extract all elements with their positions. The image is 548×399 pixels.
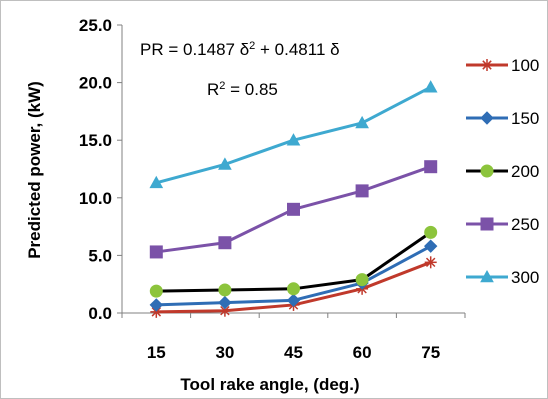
r2-prefix: R — [207, 80, 219, 99]
equation-exponent: 2 — [249, 40, 255, 52]
y-tick-label: 0.0 — [88, 304, 112, 323]
y-tick-label: 20.0 — [79, 74, 112, 93]
data-point-300 — [149, 175, 164, 189]
data-point-150 — [423, 239, 438, 253]
series-200 — [149, 225, 438, 298]
x-tick-label: 45 — [284, 343, 303, 362]
x-ticks: 15 30 45 60 75 — [121, 313, 466, 362]
data-point-250 — [149, 245, 163, 259]
legend-label: 150 — [511, 109, 539, 128]
legend-item-250: 250 — [466, 215, 539, 234]
legend: 100 150 200 250 300 — [466, 56, 539, 287]
x-tick-label: 75 — [421, 343, 440, 362]
legend-marker — [480, 217, 494, 231]
equation-annotation: PR = 0.1487 δ2 + 0.4811 δ — [140, 40, 340, 59]
data-point-150 — [286, 293, 301, 308]
data-point-200 — [218, 283, 232, 297]
series-250 — [149, 160, 438, 259]
y-tick-label: 10.0 — [79, 189, 112, 208]
equation-prefix: PR = 0.1487 δ — [140, 40, 249, 59]
data-point-300 — [218, 157, 232, 170]
series-150 — [149, 239, 438, 312]
data-point-200 — [355, 273, 369, 287]
y-axis-title: Predicted power, (kW) — [25, 81, 44, 259]
legend-item-200: 200 — [466, 162, 539, 181]
y-tick-label: 5.0 — [88, 246, 112, 265]
data-point-250 — [355, 184, 369, 198]
series-300 — [149, 80, 438, 189]
x-tick-label: 60 — [353, 343, 372, 362]
legend-marker — [480, 111, 494, 125]
data-point-300 — [423, 80, 438, 93]
x-axis-title: Tool rake angle, (deg.) — [180, 375, 359, 394]
legend-item-150: 150 — [466, 109, 539, 128]
legend-label: 300 — [511, 268, 539, 287]
data-point-200 — [424, 225, 438, 239]
legend-marker — [480, 164, 494, 178]
legend-label: 100 — [511, 56, 539, 75]
data-point-150 — [218, 295, 232, 310]
legend-item-300: 300 — [466, 268, 539, 287]
data-point-100 — [424, 256, 437, 269]
data-point-250 — [218, 236, 232, 250]
x-tick-label: 15 — [147, 343, 166, 362]
data-point-300 — [286, 133, 301, 146]
r2-suffix: = 0.85 — [225, 80, 277, 99]
legend-label: 200 — [511, 162, 539, 181]
data-point-250 — [424, 160, 438, 174]
y-ticks: 0.0 5.0 10.0 15.0 20.0 25.0 — [79, 16, 122, 323]
legend-marker — [480, 269, 494, 283]
data-point-150 — [149, 298, 164, 312]
x-tick-label: 30 — [215, 343, 234, 362]
data-point-200 — [287, 282, 300, 296]
equation-suffix: + 0.4811 δ — [255, 40, 339, 59]
y-tick-label: 15.0 — [79, 131, 112, 150]
legend-label: 250 — [511, 215, 539, 234]
series-layer — [149, 80, 438, 318]
r-squared-annotation: R2 = 0.85 — [207, 80, 278, 99]
r2-exponent: 2 — [219, 80, 225, 92]
data-point-200 — [149, 284, 163, 298]
y-tick-label: 25.0 — [79, 16, 112, 35]
data-point-250 — [287, 202, 300, 216]
legend-marker — [481, 59, 493, 71]
data-point-300 — [355, 115, 369, 129]
legend-item-100: 100 — [466, 56, 539, 75]
